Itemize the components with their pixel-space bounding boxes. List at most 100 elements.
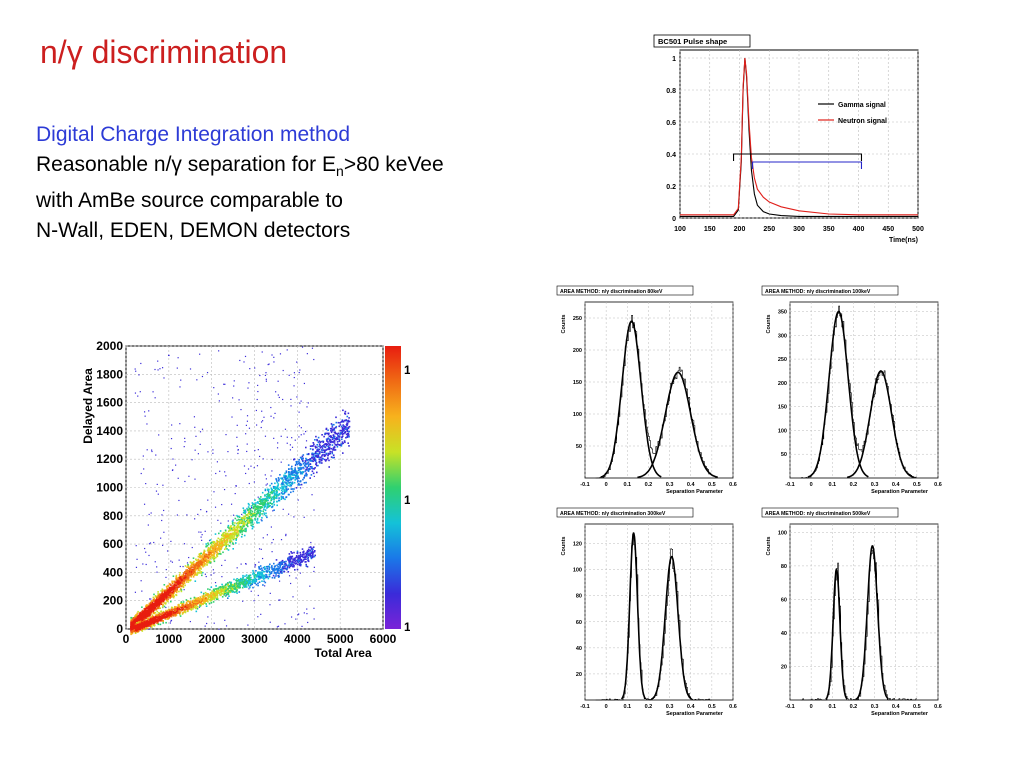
scatter-point <box>241 513 243 516</box>
scatter-point <box>281 485 283 488</box>
scatter-point <box>245 563 247 565</box>
scatter-point <box>203 551 205 554</box>
scatter-point <box>248 577 251 579</box>
scatter-point <box>222 533 224 536</box>
scatter-point <box>348 425 351 428</box>
scatter-point <box>176 367 178 369</box>
scatter-point <box>131 632 134 635</box>
scatter-point <box>289 479 291 481</box>
scatter-point <box>131 619 134 621</box>
scatter-point <box>346 428 348 430</box>
scatter-point <box>197 513 199 516</box>
scatter-point <box>184 571 186 573</box>
scatter-point <box>227 592 229 594</box>
scatter-point <box>200 571 203 573</box>
scatter-point <box>141 619 144 621</box>
scatter-point <box>234 522 236 524</box>
scatter-point <box>313 443 315 446</box>
scatter-point <box>203 549 206 552</box>
scatter-point <box>194 564 197 566</box>
scatter-point <box>130 626 132 629</box>
scatter-point <box>153 609 155 611</box>
scatter-point <box>311 467 313 469</box>
scatter-point <box>248 512 251 515</box>
scatter-point <box>270 499 272 502</box>
scatter-point <box>159 599 161 602</box>
scatter-point <box>227 520 229 522</box>
scatter-point <box>247 583 250 585</box>
scatter-point <box>137 395 139 397</box>
scatter-point <box>144 628 146 631</box>
scatter-point <box>209 547 212 549</box>
scatter-point <box>283 476 285 478</box>
scatter-point <box>184 565 187 567</box>
scatter-point <box>199 564 201 567</box>
scatter-point <box>236 436 238 438</box>
scatter-point <box>348 435 350 438</box>
scatter-point <box>342 452 344 454</box>
scatter-point <box>278 580 281 582</box>
scatter-point <box>264 501 266 504</box>
scatter-point <box>240 522 243 525</box>
scatter-point <box>151 615 154 617</box>
scatter-point <box>290 484 293 487</box>
scatter-point <box>267 502 269 504</box>
scatter-point <box>293 385 295 387</box>
scatter-point <box>245 524 248 526</box>
x-tick-label: 4000 <box>284 632 311 646</box>
y-tick-label: 0.8 <box>666 88 676 95</box>
scatter-point <box>250 514 252 516</box>
scatter-point <box>333 427 335 430</box>
scatter-point <box>219 548 221 551</box>
y-tick-label: 2000 <box>96 339 123 353</box>
scatter-point <box>336 436 338 439</box>
scatter-point <box>203 595 206 598</box>
scatter-point <box>213 551 215 554</box>
scatter-point <box>208 555 211 558</box>
scatter-point <box>192 564 194 566</box>
bullet-text: Digital Charge Integration method Reason… <box>36 120 444 246</box>
scatter-point <box>213 553 215 556</box>
scatter-point <box>223 585 226 587</box>
scatter-point <box>332 441 334 444</box>
scatter-point <box>313 509 315 511</box>
scatter-point <box>251 502 254 504</box>
scatter-point <box>180 585 183 588</box>
scatter-point <box>173 583 176 586</box>
scatter-point <box>232 523 234 526</box>
scatter-point <box>227 526 229 529</box>
scatter-point <box>279 599 281 601</box>
scatter-point <box>151 450 153 453</box>
scatter-point <box>188 556 190 559</box>
scatter-point <box>250 517 252 520</box>
x-axis-label: Time(ns) <box>889 237 918 244</box>
scatter-point <box>233 385 235 387</box>
scatter-point <box>164 592 166 595</box>
scatter-point <box>213 590 215 592</box>
scatter-point <box>197 571 199 574</box>
scatter-point <box>173 592 175 594</box>
scatter-point <box>290 551 292 553</box>
scatter-point <box>339 422 341 424</box>
scatter-point <box>307 470 310 472</box>
scatter-point <box>295 555 298 557</box>
scatter-point <box>275 486 278 489</box>
scatter-point <box>253 576 256 579</box>
scatter-point <box>232 528 234 531</box>
scatter-point <box>133 627 135 629</box>
scatter-point <box>189 597 192 600</box>
scatter-point <box>247 502 250 505</box>
x-tick-label: 6000 <box>370 632 397 646</box>
scatter-point <box>200 509 202 511</box>
scatter-point <box>252 504 254 506</box>
scatter-point <box>285 475 287 478</box>
scatter-point <box>137 610 139 613</box>
scatter-point <box>162 544 164 546</box>
scatter-point <box>176 579 179 581</box>
scatter-point <box>286 568 288 571</box>
scatter-point <box>140 362 142 365</box>
scatter-point <box>290 467 292 470</box>
scatter-point <box>252 586 254 589</box>
scatter-point <box>263 502 265 505</box>
scatter-point <box>343 440 346 442</box>
